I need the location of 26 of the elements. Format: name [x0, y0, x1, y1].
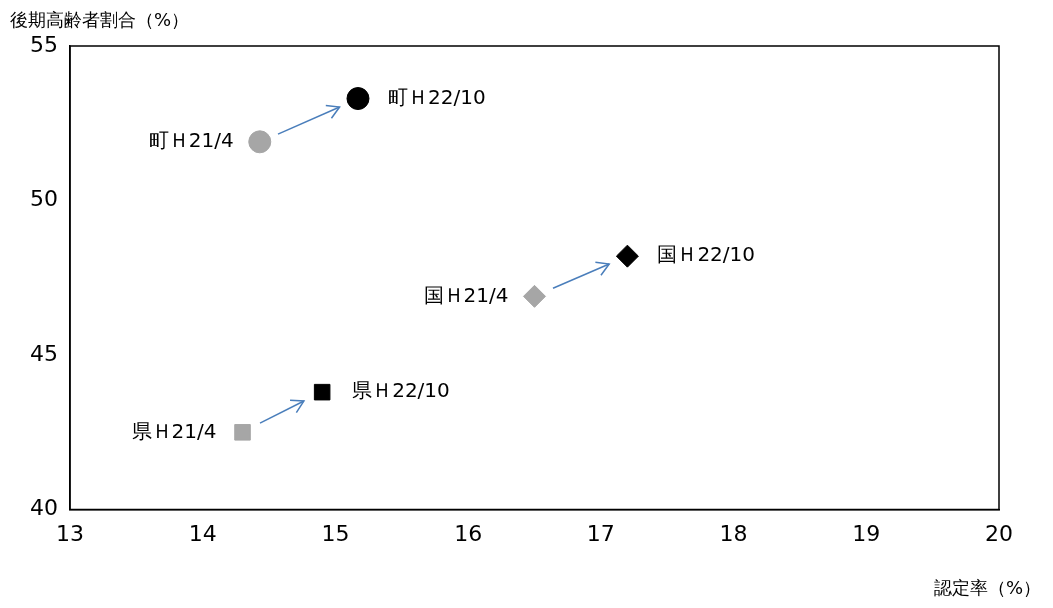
point: [615, 244, 639, 268]
series-label: 県Ｈ22/10: [352, 378, 450, 403]
y-tick-label: 50: [29, 186, 58, 212]
y-tick-label: 45: [29, 340, 58, 366]
point: [248, 130, 272, 154]
x-tick-label: 20: [985, 520, 1013, 546]
y-axis-title: 後期高齢者割合（%）: [10, 8, 190, 30]
point: [523, 284, 546, 308]
series-label: 国Ｈ21/4: [423, 282, 509, 307]
x-tick-label: 14: [188, 520, 217, 546]
series-label: 国Ｈ22/10: [657, 242, 756, 267]
x-tick-label: 16: [454, 520, 483, 546]
x-tick-label: 17: [586, 520, 615, 546]
x-axis-title: 認定率（%）: [933, 576, 1041, 598]
x-tick-label: 15: [321, 520, 350, 546]
x-tick-label: 13: [55, 520, 84, 546]
point: [313, 383, 331, 401]
y-tick-label: 40: [29, 495, 58, 521]
series-label: 町Ｈ21/4: [148, 128, 234, 153]
series-label: 県Ｈ21/4: [131, 418, 217, 443]
x-tick-label: 19: [852, 520, 881, 546]
x-tick-label: 18: [719, 520, 748, 546]
series-label: 町Ｈ22/10: [387, 84, 486, 109]
point: [346, 87, 370, 111]
y-tick-label: 55: [29, 31, 58, 57]
point: [234, 424, 251, 441]
